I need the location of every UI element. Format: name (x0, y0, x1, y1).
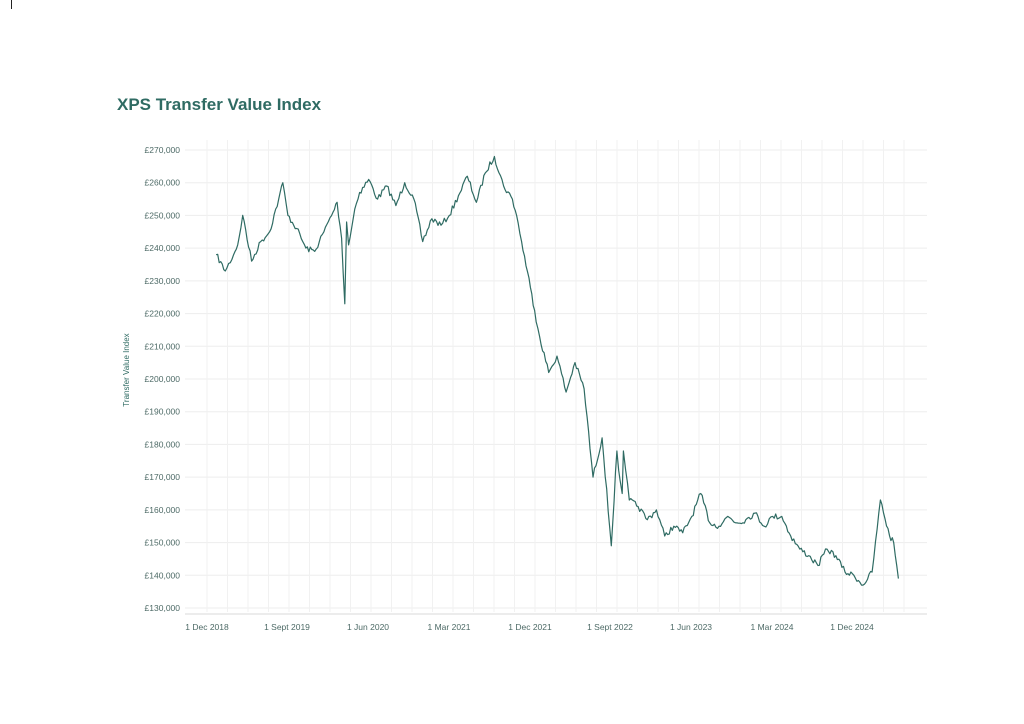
y-tick-label: £130,000 (145, 603, 181, 613)
x-tick-label: 1 Mar 2021 (428, 622, 471, 632)
y-tick-label: £180,000 (145, 439, 181, 449)
x-tick-label: 1 Sept 2022 (587, 622, 633, 632)
y-tick-label: £250,000 (145, 210, 181, 220)
x-tick-label: 1 Jun 2020 (347, 622, 389, 632)
x-tick-label: 1 Dec 2024 (830, 622, 874, 632)
x-tick-label: 1 Jun 2023 (670, 622, 712, 632)
y-tick-label: £170,000 (145, 472, 181, 482)
series-group (215, 155, 899, 586)
x-tick-label: 1 Dec 2018 (185, 622, 229, 632)
y-tick-label: £160,000 (145, 505, 181, 515)
y-tick-label: £260,000 (145, 178, 181, 188)
y-axis-ticks: £130,000 £140,000 £150,000 £160,000 £170,000… (145, 145, 181, 613)
x-tick-label: 1 Dec 2021 (508, 622, 552, 632)
y-tick-label: £140,000 (145, 570, 181, 580)
y-tick-label: £220,000 (145, 309, 181, 319)
x-tick-label: 1 Mar 2024 (751, 622, 794, 632)
y-tick-label: £150,000 (145, 538, 181, 548)
chart-title: XPS Transfer Value Index (117, 95, 322, 114)
y-tick-label: £200,000 (145, 374, 181, 384)
grid (185, 140, 927, 615)
y-tick-label: £190,000 (145, 407, 181, 417)
series-line (215, 155, 899, 586)
y-tick-label: £230,000 (145, 276, 181, 286)
x-axis-ticks: 1 Dec 2018 1 Sept 2019 1 Jun 2020 1 Mar 202… (185, 622, 874, 632)
y-tick-label: £270,000 (145, 145, 181, 155)
y-tick-label: £240,000 (145, 243, 181, 253)
y-tick-label: £210,000 (145, 341, 181, 351)
corner-mark (11, 0, 12, 9)
y-axis-label: Transfer Value Index (122, 333, 131, 406)
x-tick-label: 1 Sept 2019 (264, 622, 310, 632)
